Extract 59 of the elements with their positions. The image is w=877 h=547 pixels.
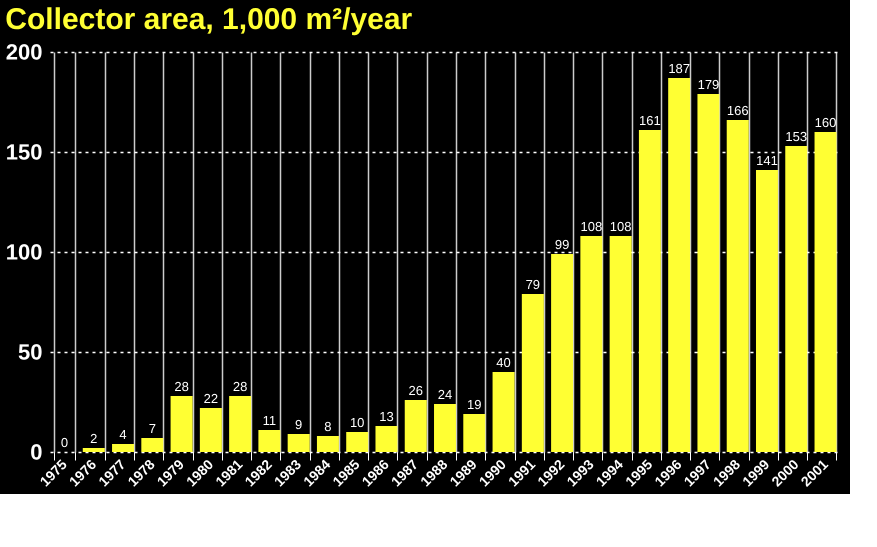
bar xyxy=(82,448,105,452)
data-label: 28 xyxy=(232,379,248,394)
bar xyxy=(638,130,661,452)
bar xyxy=(785,146,808,452)
data-label: 79 xyxy=(526,277,540,292)
bar xyxy=(522,294,544,452)
data-label: 187 xyxy=(668,61,690,76)
bar xyxy=(551,254,574,452)
data-label: 108 xyxy=(580,219,602,234)
bar xyxy=(288,434,310,452)
data-label: 24 xyxy=(438,387,452,402)
data-label: 13 xyxy=(379,409,394,424)
bar xyxy=(726,120,749,452)
y-tick-label: 100 xyxy=(6,240,42,264)
bar xyxy=(258,430,280,452)
data-label: 28 xyxy=(174,379,189,394)
data-label: 10 xyxy=(350,415,364,430)
data-label: 153 xyxy=(785,129,808,144)
data-label: 179 xyxy=(698,77,720,92)
data-label: 22 xyxy=(204,391,218,406)
bar xyxy=(404,400,427,452)
bar xyxy=(141,438,164,452)
bar xyxy=(814,132,836,452)
data-label: 141 xyxy=(756,153,778,168)
bar xyxy=(112,444,134,452)
y-tick-label: 200 xyxy=(6,40,42,64)
data-label: 99 xyxy=(554,237,570,252)
bar xyxy=(375,426,398,452)
y-tick-label: 0 xyxy=(30,440,42,464)
data-label: 7 xyxy=(148,421,156,436)
data-label: 19 xyxy=(467,397,482,412)
data-label: 4 xyxy=(119,427,127,442)
bar xyxy=(756,170,778,452)
bar xyxy=(229,396,252,452)
data-label: 0 xyxy=(60,435,68,450)
bar xyxy=(200,408,222,452)
data-label: 160 xyxy=(814,115,836,130)
bar xyxy=(580,236,602,452)
bar xyxy=(610,236,632,452)
data-label: 2 xyxy=(90,431,98,446)
bar xyxy=(346,432,368,452)
bar xyxy=(434,404,456,452)
y-tick-label: 150 xyxy=(6,140,42,164)
bar xyxy=(170,396,193,452)
bar xyxy=(316,436,339,452)
data-label: 26 xyxy=(408,383,423,398)
data-label: 161 xyxy=(639,113,661,128)
data-label: 108 xyxy=(610,219,632,234)
data-label: 8 xyxy=(324,419,332,434)
data-label: 40 xyxy=(496,355,511,370)
data-label: 11 xyxy=(262,413,276,428)
bar xyxy=(492,372,515,452)
y-tick-label: 50 xyxy=(18,340,42,364)
bar xyxy=(463,414,486,452)
data-label: 9 xyxy=(295,417,302,432)
chart-title: Collector area, 1,000 m²/year xyxy=(5,3,413,36)
bar xyxy=(697,94,720,452)
bar xyxy=(668,78,690,452)
data-label: 166 xyxy=(726,103,749,118)
